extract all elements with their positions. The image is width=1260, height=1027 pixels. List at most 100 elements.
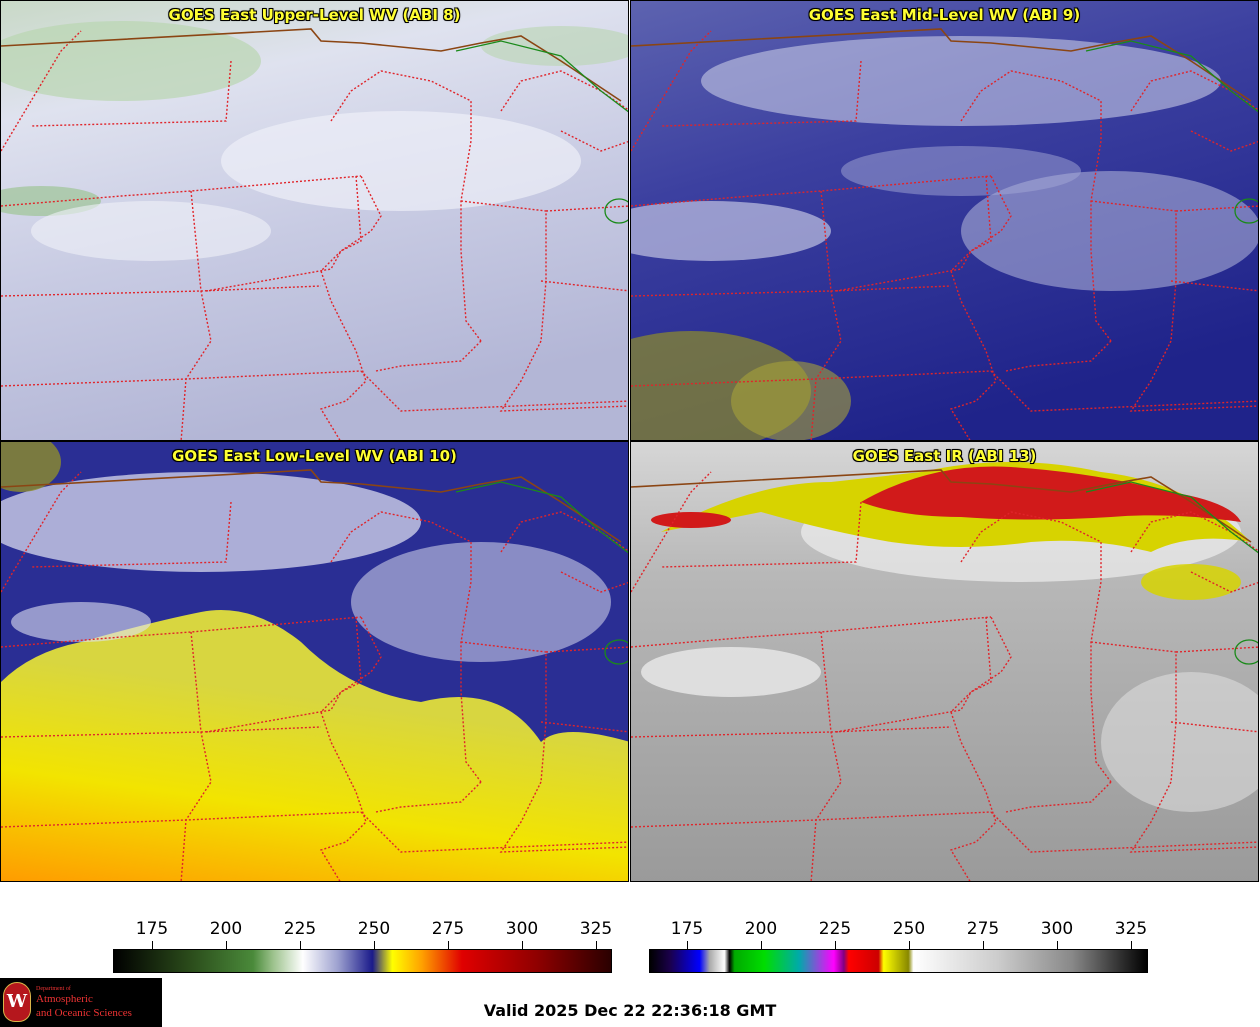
lake-border	[1085, 40, 1258, 113]
colorbar-tick-label: 275	[966, 919, 1000, 939]
colorbar-tick-label: 300	[1040, 919, 1074, 939]
state-border	[180, 631, 212, 881]
state-border	[30, 501, 232, 568]
state-border	[1129, 340, 1258, 412]
colorbar-tick-mark	[983, 941, 984, 949]
colorbar-tick-label: 325	[1114, 919, 1148, 939]
colorbar-tick-mark	[374, 941, 375, 949]
state-border	[545, 646, 628, 653]
state-border	[1005, 340, 1112, 372]
colorbar-tick-mark	[687, 941, 688, 949]
lake-shore	[1234, 639, 1258, 665]
colorbar-tick-mark	[909, 941, 910, 949]
state-border	[540, 280, 628, 292]
state-border	[1175, 205, 1258, 212]
state-border	[180, 190, 212, 440]
state-border	[810, 190, 842, 440]
colorbar-tick-label: 200	[744, 919, 778, 939]
state-border	[949, 175, 997, 440]
state-border	[330, 70, 482, 342]
state-border	[631, 616, 992, 648]
colorbar-tick-mark	[1057, 941, 1058, 949]
state-border	[631, 370, 992, 387]
state-border	[500, 70, 628, 112]
state-border	[545, 205, 628, 212]
colorbar-tick-label: 225	[283, 919, 317, 939]
state-border	[631, 471, 712, 593]
state-border	[375, 781, 482, 813]
lake-shore	[604, 639, 628, 665]
state-border	[660, 501, 862, 568]
colorbar-tick-mark	[448, 941, 449, 949]
ir-colorbar	[649, 949, 1148, 973]
state-border	[1190, 130, 1258, 152]
state-border	[499, 340, 628, 412]
lake-border	[1085, 481, 1258, 554]
state-border	[1, 285, 322, 297]
state-border	[1, 471, 82, 593]
colorbar-tick-label: 200	[209, 919, 243, 939]
state-border	[1, 811, 362, 828]
low-wv-borders	[1, 469, 628, 881]
state-border	[1, 616, 362, 648]
state-border	[460, 200, 547, 342]
state-border	[631, 30, 712, 152]
state-border	[960, 511, 1112, 783]
state-border	[1129, 781, 1258, 853]
lake-shore	[1234, 198, 1258, 224]
colorbar-tick-label: 225	[818, 919, 852, 939]
logo-line-2: Atmospheric	[36, 993, 93, 1005]
state-border	[631, 726, 952, 738]
colorbar-tick-mark	[596, 941, 597, 949]
state-border	[949, 616, 997, 881]
state-border	[1170, 280, 1258, 292]
ir-image	[631, 442, 1258, 881]
panel-title: GOES East Upper-Level WV (ABI 8)	[168, 6, 461, 24]
state-border	[1190, 571, 1258, 593]
state-border	[540, 721, 628, 733]
state-border	[1130, 511, 1258, 553]
state-border	[460, 641, 547, 783]
state-border	[1, 175, 362, 207]
state-border	[1130, 70, 1258, 112]
colorbar-tick-label: 175	[135, 919, 169, 939]
state-border	[631, 175, 992, 207]
international-border	[631, 28, 1252, 102]
panel-low-wv: GOES East Low-Level WV (ABI 10)	[0, 441, 629, 882]
upper-wv-borders	[1, 28, 628, 440]
state-border	[1, 30, 82, 152]
state-border	[660, 60, 862, 127]
state-border	[319, 616, 367, 881]
international-border	[631, 469, 1252, 543]
state-border	[375, 340, 482, 372]
lake-shore	[604, 198, 628, 224]
valid-time: Valid 2025 Dec 22 22:36:18 GMT	[483, 1001, 777, 1020]
ir-borders	[631, 469, 1258, 881]
state-border	[1170, 721, 1258, 733]
state-border	[835, 175, 1012, 292]
mid-wv-borders	[631, 28, 1258, 440]
state-border	[631, 285, 952, 297]
state-border	[500, 511, 628, 553]
state-border	[631, 811, 992, 828]
colorbar-tick-label: 250	[357, 919, 391, 939]
lake-border	[455, 481, 628, 554]
colorbar-tick-mark	[226, 941, 227, 949]
state-border	[560, 130, 628, 152]
lake-border	[455, 40, 628, 113]
state-border	[560, 571, 628, 593]
state-border	[1, 370, 362, 387]
international-border	[1, 28, 622, 102]
state-border	[1005, 781, 1112, 813]
state-border	[1090, 641, 1177, 783]
colorbar-tick-label: 175	[670, 919, 704, 939]
colorbar-tick-label: 275	[431, 919, 465, 939]
panel-upper-wv: GOES East Upper-Level WV (ABI 8)	[0, 0, 629, 441]
logo-line-1: Department of	[36, 986, 71, 992]
low-wv-image	[1, 442, 628, 881]
colorbar-tick-mark	[300, 941, 301, 949]
colorbar-tick-label: 300	[505, 919, 539, 939]
state-border	[1090, 200, 1177, 342]
state-border	[330, 511, 482, 783]
panel-mid-wv: GOES East Mid-Level WV (ABI 9)	[630, 0, 1259, 441]
